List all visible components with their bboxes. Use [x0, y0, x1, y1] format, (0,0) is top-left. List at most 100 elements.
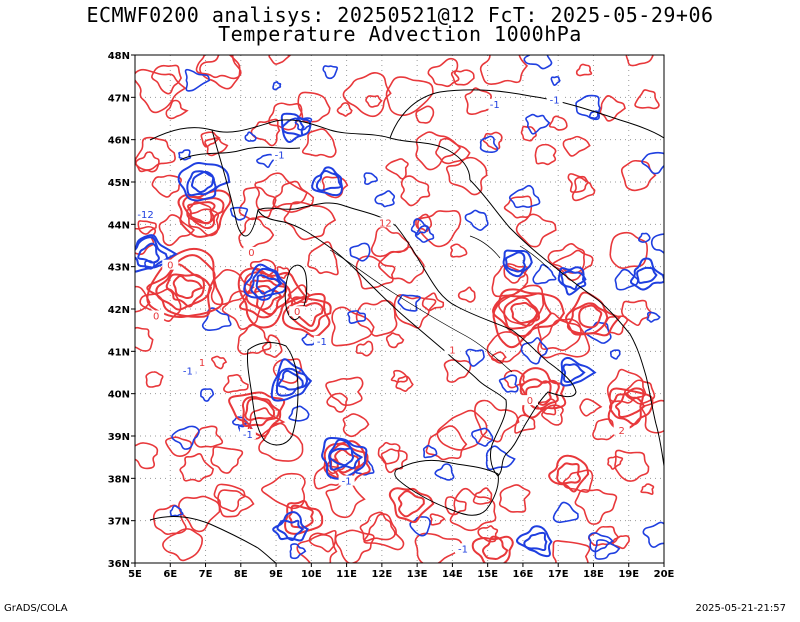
- y-tick-label: 46N: [108, 136, 130, 147]
- contour-label: -1: [275, 151, 285, 162]
- weak-positive-contour: [479, 55, 529, 85]
- weak-positive-contour: [607, 455, 624, 470]
- weak-positive-contour: [443, 359, 472, 383]
- weak-positive-contour: [261, 472, 306, 510]
- negative-advection-center: [135, 234, 178, 273]
- weak-positive-contour: [210, 269, 255, 306]
- positive-advection-center: [492, 288, 565, 349]
- weak-positive-contour: [336, 102, 353, 117]
- weak-positive-contour: [634, 89, 660, 110]
- weak-positive-contour: [187, 208, 220, 237]
- weak-positive-contour: [614, 449, 650, 482]
- weak-positive-contour: [297, 91, 331, 123]
- weak-positive-contour: [450, 69, 475, 86]
- positive-advection-center: [241, 396, 281, 427]
- weak-negative-contour: [479, 135, 499, 154]
- x-tick-label: 19E: [618, 569, 639, 580]
- weak-negative-contour: [550, 76, 561, 86]
- contour-label: -1: [342, 477, 352, 488]
- weak-positive-contour: [195, 55, 242, 80]
- weak-negative-contour: [646, 311, 661, 323]
- weak-positive-contour: [385, 158, 409, 180]
- weak-negative-contour: [272, 81, 282, 91]
- contour-label-bg: [137, 208, 154, 219]
- positive-advection-center: [607, 387, 654, 431]
- weak-positive-contour: [308, 529, 337, 553]
- positive-advection-center: [397, 490, 425, 518]
- weak-positive-contour: [165, 99, 189, 120]
- weak-positive-contour: [421, 292, 445, 312]
- contour-label: 1: [199, 358, 205, 369]
- negative-advection-center: [177, 161, 231, 202]
- positive-advection-center: [323, 440, 371, 484]
- contour-label-bg: [444, 344, 461, 355]
- weak-negative-contour: [525, 113, 551, 135]
- x-tick-label: 13E: [407, 569, 428, 580]
- weak-negative-contour: [256, 153, 275, 169]
- weak-positive-contour: [359, 511, 396, 542]
- x-tick-label: 10E: [301, 569, 322, 580]
- negative-advection-center: [504, 251, 526, 273]
- y-tick-label: 38N: [108, 474, 130, 485]
- positive-advection-center: [155, 263, 213, 311]
- x-tick-label: 16E: [513, 569, 534, 580]
- weak-negative-contour: [289, 543, 307, 560]
- weak-positive-contour: [135, 136, 176, 171]
- weak-positive-contour: [541, 404, 564, 426]
- y-tick-label: 42N: [108, 305, 130, 316]
- negative-advection-center: [270, 358, 313, 402]
- weak-positive-contour: [151, 174, 182, 198]
- weak-negative-contour: [347, 310, 367, 324]
- weak-positive-contour: [355, 255, 396, 290]
- contour-label: 0: [153, 311, 159, 322]
- weak-negative-contour: [609, 349, 621, 360]
- weak-positive-contour: [534, 143, 557, 166]
- weak-negative-contour: [171, 425, 200, 450]
- balkan-coastline: [469, 179, 664, 467]
- weak-negative-contour: [178, 149, 192, 161]
- weak-negative-contour: [552, 501, 579, 524]
- weak-positive-contour: [498, 284, 545, 327]
- weak-positive-contour: [365, 95, 383, 108]
- weak-negative-contour: [184, 68, 211, 92]
- contour-label: -1: [490, 100, 500, 111]
- positive-advection-center: [503, 296, 541, 330]
- weak-positive-contour: [640, 483, 655, 495]
- weak-positive-contour: [491, 264, 529, 298]
- weak-positive-contour: [548, 115, 568, 131]
- tunisia-coast: [149, 516, 277, 563]
- contour-label: 0: [294, 307, 300, 318]
- negative-advection-center: [636, 266, 658, 284]
- negative-advection-center: [243, 263, 287, 299]
- weak-positive-contour: [223, 374, 249, 394]
- weak-positive-contour: [342, 413, 370, 438]
- contour-label-bg: [194, 357, 211, 368]
- negative-advection-center: [276, 519, 305, 541]
- x-tick-label: 8E: [234, 569, 248, 580]
- x-tick-label: 7E: [199, 569, 213, 580]
- weak-positive-contour: [457, 286, 476, 303]
- weak-positive-contour: [385, 76, 434, 117]
- weak-negative-contour: [523, 55, 553, 70]
- negative-advection-center: [502, 249, 533, 278]
- weak-positive-contour: [135, 285, 151, 313]
- weak-negative-contour: [594, 539, 621, 560]
- contour-label: 1: [449, 345, 455, 356]
- positive-advection-center: [492, 292, 553, 338]
- negative-advection-center: [515, 525, 553, 558]
- weak-negative-contour: [288, 405, 310, 422]
- weak-positive-contour: [449, 487, 497, 532]
- y-tick-label: 43N: [108, 263, 130, 274]
- contour-label: -1: [183, 367, 193, 378]
- contour-label-bg: [148, 310, 165, 321]
- positive-advection-center: [177, 189, 232, 238]
- weak-positive-contour: [474, 399, 520, 443]
- weak-positive-contour: [238, 186, 277, 221]
- x-tick-label: 11E: [336, 569, 357, 580]
- contour-label-bg: [289, 306, 306, 317]
- contour-label: -1: [317, 337, 327, 348]
- weak-positive-contour: [620, 159, 657, 192]
- weak-positive-contour: [301, 128, 337, 158]
